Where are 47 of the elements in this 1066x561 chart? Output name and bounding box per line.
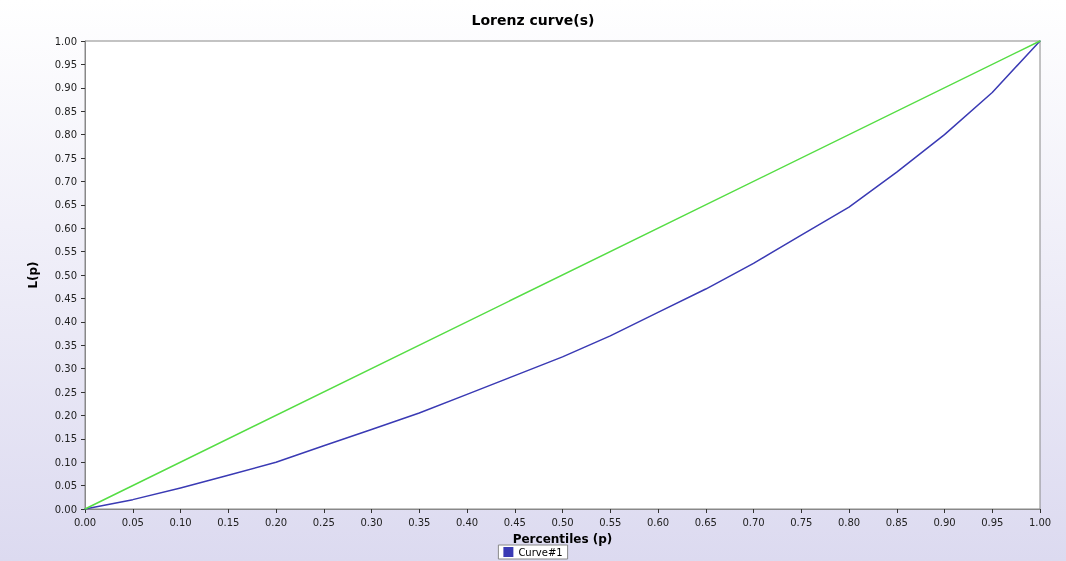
y-tick-label: 0.40: [54, 316, 77, 328]
chart-title: Lorenz curve(s): [471, 12, 595, 28]
x-tick-label: 0.00: [73, 516, 97, 528]
x-tick-label: 0.45: [503, 516, 526, 528]
x-tick-label: 0.05: [121, 516, 144, 528]
y-tick-label: 0.05: [54, 480, 77, 492]
x-tick-label: 0.75: [790, 516, 813, 528]
y-tick-label: 0.50: [54, 269, 77, 281]
y-tick-label: 0.55: [54, 246, 77, 258]
x-tick-label: 0.90: [933, 516, 956, 528]
x-tick-label: 0.60: [646, 516, 670, 528]
y-tick-label: 0.75: [54, 152, 77, 164]
x-tick-label: 0.25: [312, 516, 335, 528]
x-tick-label: 0.55: [599, 516, 622, 528]
y-tick-label: 0.95: [54, 58, 77, 70]
y-tick-label: 0.10: [54, 456, 77, 468]
y-tick-label: 0.25: [54, 386, 77, 398]
y-tick-label: 0.15: [54, 433, 77, 445]
line-series: [84, 40, 1041, 510]
x-tick-label: 0.70: [742, 516, 765, 528]
y-tick-label: 0.60: [54, 222, 77, 234]
y-tick-label: 0.20: [54, 409, 77, 421]
y-tick-label: 0.00: [54, 503, 77, 515]
y-tick-label: 1.00: [54, 35, 77, 47]
x-tick-label: 0.95: [981, 516, 1004, 528]
y-axis-title: L(p): [26, 261, 40, 289]
y-tick-label: 0.85: [54, 105, 77, 117]
x-tick-label: 0.80: [837, 516, 861, 528]
y-tick-label: 0.70: [54, 175, 77, 187]
x-tick-label: 0.50: [551, 516, 574, 528]
x-tick-label: 0.10: [169, 516, 192, 528]
x-tick-label: 0.15: [217, 516, 240, 528]
y-tick-label: 0.90: [54, 82, 77, 94]
y-tick-label: 0.65: [54, 199, 77, 211]
x-tick-label: 0.40: [455, 516, 479, 528]
x-tick-label: 0.85: [885, 516, 908, 528]
x-tick-label: 0.30: [360, 516, 383, 528]
y-tick-label: 0.30: [54, 363, 77, 375]
y-tick-label: 0.80: [54, 129, 77, 141]
legend-label: Curve#1: [518, 546, 563, 558]
x-tick-label: 0.35: [408, 516, 431, 528]
y-tick-label: 0.35: [54, 339, 77, 351]
x-tick-label: 1.00: [1028, 516, 1052, 528]
x-axis-title: Percentiles (p): [512, 532, 613, 546]
y-tick-label: 0.45: [54, 292, 77, 304]
x-tick-label: 0.20: [264, 516, 288, 528]
x-tick-label: 0.65: [694, 516, 717, 528]
